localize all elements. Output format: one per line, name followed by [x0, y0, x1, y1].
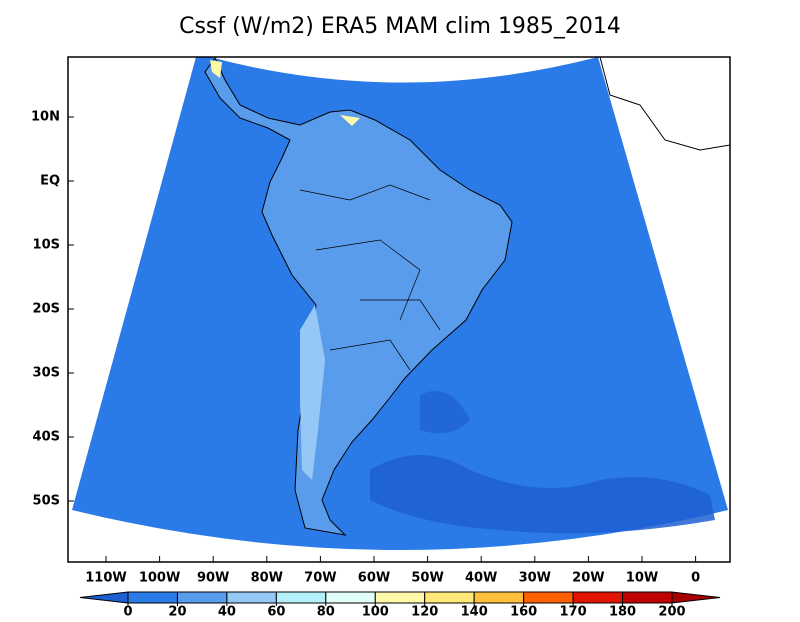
- colorbar-label: 200: [658, 605, 685, 619]
- lat-label: EQ: [40, 174, 60, 189]
- lat-label: 30S: [33, 366, 60, 381]
- lon-label: 70W: [304, 571, 336, 586]
- colorbar-bin: [226, 591, 277, 604]
- continent: [204, 57, 513, 536]
- map-panel: [67, 56, 731, 563]
- lon-label: 110W: [85, 571, 126, 586]
- lon-label: 10W: [626, 571, 658, 586]
- colorbar-label: 40: [218, 605, 236, 619]
- low-flux-region: [420, 390, 470, 434]
- colorbar-bin: [622, 591, 673, 604]
- africa-coast: [599, 56, 731, 151]
- lon-label: 80W: [251, 571, 283, 586]
- lon-label: 50W: [411, 571, 443, 586]
- lon-label: 30W: [519, 571, 551, 586]
- colorbar-over: [671, 591, 721, 604]
- colorbar-label: 60: [267, 605, 285, 619]
- low-flux-region: [370, 455, 715, 534]
- colorbar-label: 80: [317, 605, 335, 619]
- colorbar-bin: [275, 591, 327, 604]
- map-title: Cssf (W/m2) ERA5 MAM clim 1985_2014: [179, 14, 621, 39]
- colorbar-bin: [572, 591, 624, 604]
- colorbar-under: [79, 591, 129, 604]
- colorbar-label: 170: [560, 605, 587, 619]
- lat-label: 50S: [33, 494, 60, 509]
- colorbar-bin: [523, 591, 574, 604]
- colorbar-bin: [424, 591, 475, 604]
- lon-labels: 110W 100W 90W 80W 70W 60W 50W 40W 30W 20W 10W 0: [85, 556, 700, 586]
- colorbar-bin: [176, 591, 228, 604]
- colorbar-bin: [374, 591, 426, 604]
- colorbar-label: 100: [362, 605, 389, 619]
- colorbar-label: 120: [411, 605, 438, 619]
- colorbar-bin: [473, 591, 525, 604]
- lon-label: 0: [691, 571, 700, 586]
- lon-label: 100W: [139, 571, 180, 586]
- lat-labels: 10N EQ 10S 20S 30S 40S 50S: [31, 110, 74, 509]
- high-flux-spot: [210, 60, 222, 78]
- borders: [299, 184, 441, 371]
- lat-label: 40S: [33, 430, 60, 445]
- lon-label: 20W: [572, 571, 604, 586]
- lat-label: 10N: [31, 110, 60, 125]
- lon-label: 60W: [358, 571, 390, 586]
- colorbar-label: 0: [123, 605, 132, 619]
- colorbar-label: 160: [510, 605, 537, 619]
- lon-label: 40W: [465, 571, 497, 586]
- colorbar-label: 140: [461, 605, 488, 619]
- andes-high-flux: [300, 305, 325, 480]
- high-flux-spot: [340, 115, 360, 126]
- lon-label: 90W: [197, 571, 229, 586]
- lat-label: 10S: [33, 238, 60, 253]
- colorbar-label: 20: [168, 605, 186, 619]
- lat-label: 20S: [33, 302, 60, 317]
- colorbar-label: 180: [609, 605, 636, 619]
- colorbar-bin: [325, 591, 376, 604]
- colorbar-bin: [127, 591, 178, 604]
- colorbar: 0 20 40 60 80 100 120 140 160 170 180 200: [79, 591, 721, 620]
